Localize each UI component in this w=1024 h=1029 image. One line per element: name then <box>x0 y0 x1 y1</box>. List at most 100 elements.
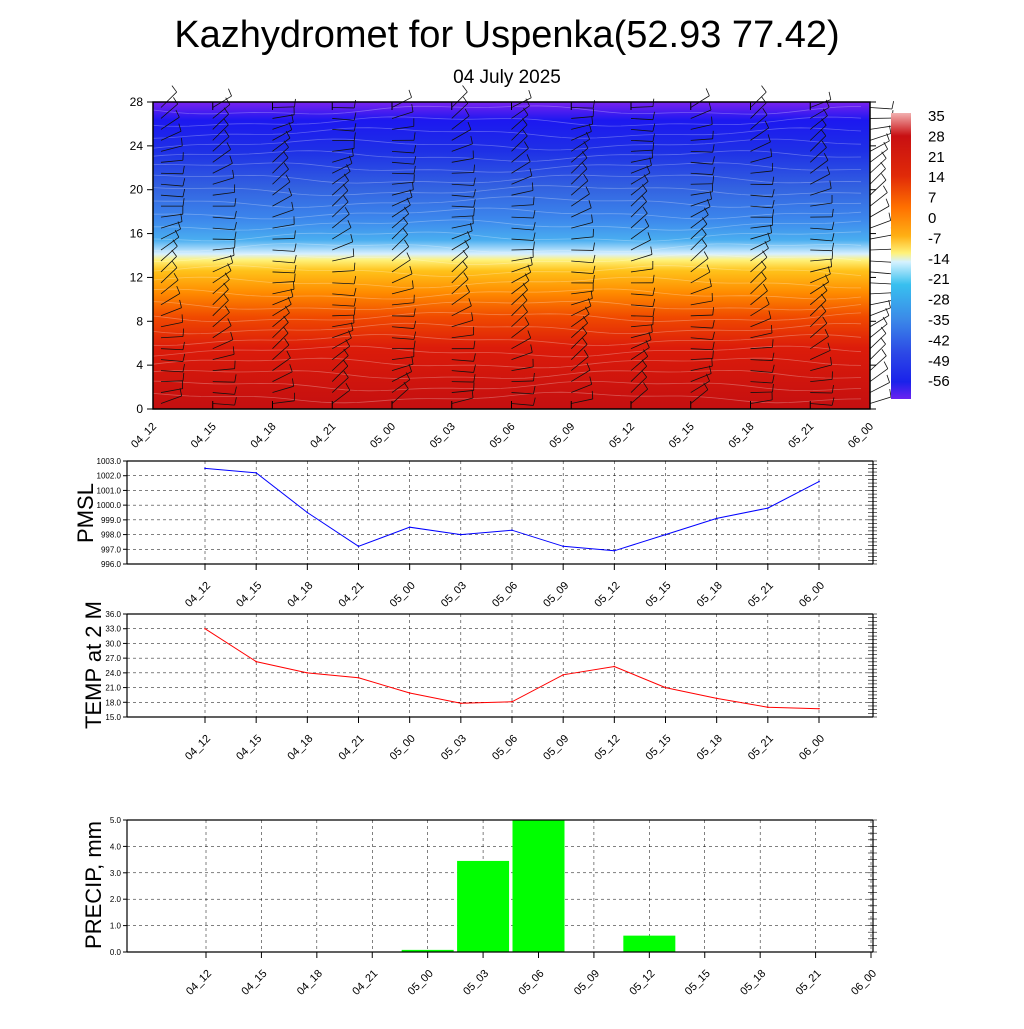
wind-barb-flag <box>890 389 891 397</box>
ytick-label: 15.0 <box>105 713 121 722</box>
precip-ylabel: PRECIP, mm <box>81 821 106 949</box>
wind-barb-staff <box>870 126 892 129</box>
data-point <box>307 512 309 514</box>
wind-barb-staff <box>870 220 891 228</box>
heatmap-ytick-label: 0 <box>136 402 143 416</box>
wind-barb-staff <box>392 316 414 317</box>
wind-barb-staff <box>870 397 891 404</box>
ytick-label: 997.0 <box>101 545 122 554</box>
colorbar-label: -21 <box>928 271 950 288</box>
colorbar-label: 28 <box>928 128 945 145</box>
wind-barb-flag <box>712 358 713 366</box>
heatmap-xtick-label: 05_12 <box>607 421 637 451</box>
xtick-label: 05_18 <box>695 733 725 763</box>
xtick-label: 05_00 <box>388 580 418 610</box>
xtick-label: 05_06 <box>490 580 520 610</box>
data-point <box>409 692 411 694</box>
data-point <box>767 706 769 708</box>
wind-barb-flag <box>892 101 894 109</box>
xtick-label: 05_12 <box>592 733 622 763</box>
data-point <box>562 546 564 548</box>
wind-barb-staff <box>870 293 892 294</box>
precip-bar <box>457 861 509 952</box>
ytick-label: 27.0 <box>105 654 121 663</box>
ytick-label: 1.0 <box>110 922 122 931</box>
data-point <box>460 534 462 536</box>
wind-barb-flag <box>884 362 888 369</box>
ytick-label: 21.0 <box>105 684 121 693</box>
wind-barb-staff <box>870 206 889 217</box>
colorbar-label: -42 <box>928 332 950 349</box>
heatmap-xtick-label: 06_00 <box>846 421 876 451</box>
wind-barb-flag <box>887 375 890 383</box>
page-title: Kazhydromet for Uspenka(52.93 77.42) <box>174 14 839 56</box>
xtick-label: 06_00 <box>797 580 827 610</box>
xtick-label: 05_18 <box>695 580 725 610</box>
colorbar-label: -28 <box>928 292 950 309</box>
xtick-label: 04_18 <box>285 733 315 763</box>
ytick-label: 4.0 <box>110 842 122 851</box>
wind-barb-staff <box>870 283 892 284</box>
wind-barb-staff <box>631 316 653 317</box>
wind-barb-flag <box>409 90 412 98</box>
wind-barb-flag <box>706 88 709 95</box>
xtick-label: 05_09 <box>541 733 571 763</box>
data-point <box>204 468 206 470</box>
xtick-label: 05_00 <box>388 733 418 763</box>
heatmap-xtick-label: 05_18 <box>727 421 757 451</box>
colorbar-label: 35 <box>928 108 945 125</box>
precip-bar <box>513 820 565 952</box>
xtick-label: 05_18 <box>738 968 768 998</box>
xtick-label: 05_03 <box>439 733 469 763</box>
ytick-label: 1001.0 <box>97 486 122 495</box>
ytick-label: 3.0 <box>110 869 122 878</box>
ytick-label: 999.0 <box>101 516 122 525</box>
xtick-label: 05_03 <box>439 580 469 610</box>
heatmap-xtick-label: 05_15 <box>667 421 697 451</box>
heatmap-ytick-label: 12 <box>130 270 144 284</box>
heatmap-xtick-label: 04_15 <box>189 421 219 451</box>
wind-barb-flag <box>829 92 831 100</box>
temp2m-ylabel: TEMP at 2 M <box>81 601 106 729</box>
wind-barb-flag <box>762 86 767 92</box>
xtick-label: 04_21 <box>350 968 380 998</box>
colorbar-label: -7 <box>928 230 941 247</box>
xtick-label: 04_18 <box>295 968 325 998</box>
xtick-label: 05_21 <box>746 580 776 610</box>
wind-barb-flag <box>473 216 474 224</box>
wind-barb-staff <box>870 149 888 162</box>
data-point <box>511 529 513 531</box>
xtick-label: 04_21 <box>337 580 367 610</box>
ytick-label: 36.0 <box>105 610 121 619</box>
xtick-label: 05_12 <box>627 968 657 998</box>
ytick-label: 1000.0 <box>97 501 122 510</box>
wind-barb-staff <box>870 193 887 207</box>
data-point <box>358 677 360 679</box>
ytick-label: 1002.0 <box>97 472 122 481</box>
ytick-label: 996.0 <box>101 560 122 569</box>
wind-barb-flag <box>886 199 889 206</box>
pmsl-panel: PMSL 996.0997.0998.0999.01000.01001.0100… <box>73 457 877 610</box>
data-point <box>409 526 411 528</box>
xtick-label: 04_15 <box>234 580 264 610</box>
wind-barb-staff <box>870 261 892 262</box>
wind-barb-flag <box>883 186 887 193</box>
xtick-label: 04_12 <box>183 580 213 610</box>
ytick-label: 24.0 <box>105 669 121 678</box>
colorbar-label: -49 <box>928 353 950 370</box>
heatmap-ytick-label: 20 <box>130 183 144 197</box>
xtick-label: 05_15 <box>644 733 674 763</box>
heatmap-xtick-label: 05_00 <box>368 421 398 451</box>
heatmap-xtick-label: 04_18 <box>249 421 279 451</box>
wind-barb-staff <box>870 369 888 382</box>
wind-barb-staff <box>161 173 183 174</box>
ytick-label: 33.0 <box>105 625 121 634</box>
heatmap-fill <box>153 102 870 409</box>
data-point <box>562 674 564 676</box>
wind-barb-staff <box>870 356 886 371</box>
data-point <box>255 472 257 474</box>
data-point <box>665 687 667 689</box>
data-point <box>255 661 257 663</box>
